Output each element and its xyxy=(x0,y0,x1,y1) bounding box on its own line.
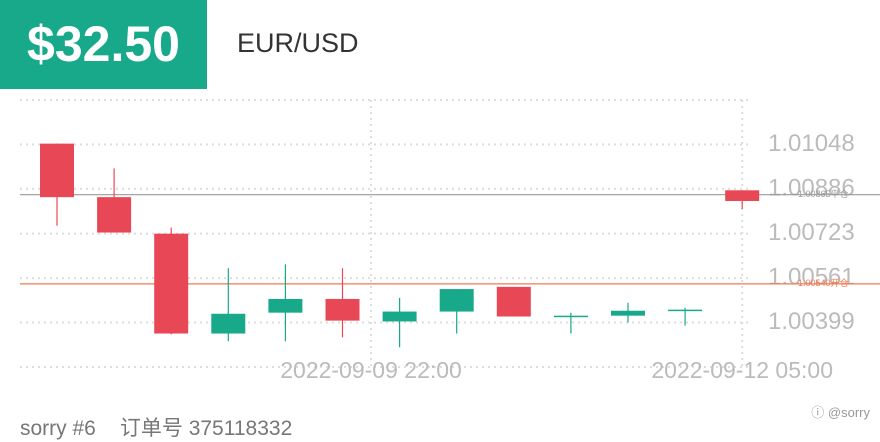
candle-body xyxy=(382,311,417,322)
footer: sorry #6 订单号 375118332 xyxy=(20,412,316,442)
candle-body xyxy=(40,143,74,198)
candle-body xyxy=(725,190,760,201)
candle-body xyxy=(439,289,474,312)
reference-label: 1.00540开仓 xyxy=(798,277,849,288)
candle-body xyxy=(496,286,531,317)
candle-body xyxy=(97,197,132,233)
candle-body xyxy=(154,233,189,334)
candle-body xyxy=(668,309,703,312)
order-label: 订单号 375118332 xyxy=(119,417,293,440)
candle-body xyxy=(611,310,645,316)
amount-badge: $32.50 xyxy=(0,0,207,89)
y-tick-label: 1.00399 xyxy=(768,308,855,335)
x-tick-label: 2022-09-09 22:00 xyxy=(280,357,462,383)
y-tick-label: 1.00723 xyxy=(768,219,855,246)
candle-body xyxy=(553,315,588,318)
pair-title: EUR/USD xyxy=(237,28,359,58)
y-tick-label: 1.00561 xyxy=(768,263,855,290)
y-tick-label: 1.00886 xyxy=(768,174,855,201)
candle-body xyxy=(211,313,246,334)
watermark: ⓘ @sorry xyxy=(811,405,870,420)
chart: 1.01048 1.00886 1.00723 1.00561 1.00399 2022-… xyxy=(20,99,880,383)
user-label: sorry #6 xyxy=(20,417,96,440)
reference-label: 1.00865平仓 xyxy=(798,188,849,199)
candle-body xyxy=(268,298,303,313)
y-tick-label: 1.01048 xyxy=(768,130,855,157)
candle-body xyxy=(325,298,360,321)
x-tick-label: 2022-09-12 05:00 xyxy=(651,357,833,383)
